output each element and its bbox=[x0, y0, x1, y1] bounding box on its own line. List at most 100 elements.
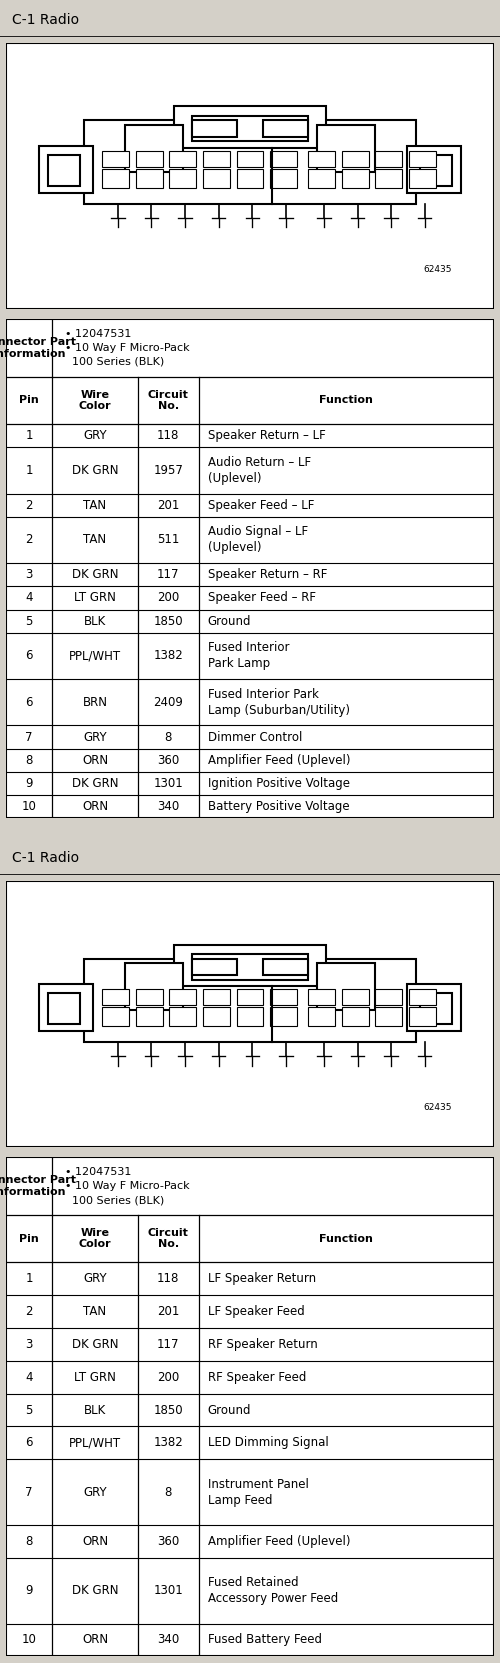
Text: 4: 4 bbox=[26, 592, 33, 604]
Text: ORN: ORN bbox=[82, 1633, 108, 1646]
Text: • 12047531
• 10 Way F Micro-Pack
  100 Series (BLK): • 12047531 • 10 Way F Micro-Pack 100 Ser… bbox=[64, 329, 189, 368]
Bar bbox=[264, 958, 308, 975]
Text: C-1 Radio: C-1 Radio bbox=[12, 13, 80, 27]
Bar bbox=[124, 125, 183, 171]
Bar bbox=[102, 989, 129, 1004]
Text: Ignition Positive Voltage: Ignition Positive Voltage bbox=[208, 777, 350, 790]
Bar bbox=[409, 151, 436, 166]
Text: 360: 360 bbox=[157, 753, 180, 767]
Text: 1301: 1301 bbox=[154, 777, 183, 790]
Text: 2: 2 bbox=[26, 499, 33, 512]
Bar bbox=[376, 151, 402, 166]
Text: Ground: Ground bbox=[208, 615, 251, 627]
Text: TAN: TAN bbox=[84, 1305, 106, 1319]
Text: Wire
Color: Wire Color bbox=[78, 1227, 112, 1249]
Text: LF Speaker Feed: LF Speaker Feed bbox=[208, 1305, 304, 1319]
Bar bbox=[170, 151, 196, 166]
Text: Function: Function bbox=[320, 1234, 374, 1244]
Bar bbox=[84, 120, 416, 205]
Text: Connector Part
Information: Connector Part Information bbox=[0, 1176, 76, 1197]
Bar bbox=[342, 151, 368, 166]
Bar bbox=[40, 146, 93, 193]
Text: GRY: GRY bbox=[83, 730, 107, 743]
Text: BLK: BLK bbox=[84, 1404, 106, 1417]
Bar bbox=[203, 1008, 230, 1026]
Text: Speaker Feed – LF: Speaker Feed – LF bbox=[208, 499, 314, 512]
Bar bbox=[308, 989, 335, 1004]
Text: DK GRN: DK GRN bbox=[72, 464, 118, 477]
Text: ORN: ORN bbox=[82, 800, 108, 813]
Bar bbox=[317, 963, 376, 1009]
Bar bbox=[203, 170, 230, 188]
Bar bbox=[170, 1008, 196, 1026]
Bar bbox=[174, 945, 326, 986]
Text: 62435: 62435 bbox=[423, 1103, 452, 1113]
Text: 2409: 2409 bbox=[154, 695, 183, 708]
Text: 3: 3 bbox=[26, 569, 33, 582]
Text: 1: 1 bbox=[26, 464, 33, 477]
Text: Circuit
No.: Circuit No. bbox=[148, 389, 188, 411]
Bar bbox=[376, 989, 402, 1004]
Text: GRY: GRY bbox=[83, 1485, 107, 1498]
Bar bbox=[40, 984, 93, 1031]
Text: Speaker Return – LF: Speaker Return – LF bbox=[208, 429, 326, 442]
Text: DK GRN: DK GRN bbox=[72, 777, 118, 790]
Text: 1301: 1301 bbox=[154, 1585, 183, 1596]
Text: 340: 340 bbox=[157, 1633, 180, 1646]
Text: DK GRN: DK GRN bbox=[72, 569, 118, 582]
Text: 4: 4 bbox=[26, 1370, 33, 1384]
Text: LT GRN: LT GRN bbox=[74, 592, 116, 604]
Text: Fused Retained
Accessory Power Feed: Fused Retained Accessory Power Feed bbox=[208, 1577, 338, 1605]
Text: Audio Signal – LF
(Uplevel): Audio Signal – LF (Uplevel) bbox=[208, 526, 308, 554]
Text: 117: 117 bbox=[157, 569, 180, 582]
Bar bbox=[236, 151, 264, 166]
Bar bbox=[48, 993, 80, 1024]
Text: Speaker Return – RF: Speaker Return – RF bbox=[208, 569, 327, 582]
Text: GRY: GRY bbox=[83, 1272, 107, 1285]
Text: PPL/WHT: PPL/WHT bbox=[69, 650, 121, 662]
Bar bbox=[409, 170, 436, 188]
Bar bbox=[376, 1008, 402, 1026]
Bar bbox=[264, 120, 308, 136]
Bar bbox=[203, 151, 230, 166]
Bar bbox=[136, 151, 162, 166]
Text: Speaker Feed – RF: Speaker Feed – RF bbox=[208, 592, 316, 604]
Bar bbox=[136, 989, 162, 1004]
Text: 1957: 1957 bbox=[154, 464, 183, 477]
Text: 8: 8 bbox=[26, 753, 33, 767]
Text: 10: 10 bbox=[22, 800, 36, 813]
Bar bbox=[308, 151, 335, 166]
Text: GRY: GRY bbox=[83, 429, 107, 442]
Text: TAN: TAN bbox=[84, 499, 106, 512]
Bar bbox=[170, 989, 196, 1004]
Text: LT GRN: LT GRN bbox=[74, 1370, 116, 1384]
Text: Dimmer Control: Dimmer Control bbox=[208, 730, 302, 743]
Bar bbox=[420, 155, 452, 186]
Bar bbox=[270, 989, 297, 1004]
Text: Audio Return – LF
(Uplevel): Audio Return – LF (Uplevel) bbox=[208, 456, 310, 486]
Bar bbox=[342, 989, 368, 1004]
Bar bbox=[270, 151, 297, 166]
Text: Pin: Pin bbox=[20, 1234, 39, 1244]
Text: PPL/WHT: PPL/WHT bbox=[69, 1437, 121, 1450]
Text: • 12047531
• 10 Way F Micro-Pack
  100 Series (BLK): • 12047531 • 10 Way F Micro-Pack 100 Ser… bbox=[64, 1167, 189, 1206]
Text: 6: 6 bbox=[26, 650, 33, 662]
Text: 1: 1 bbox=[26, 429, 33, 442]
Bar bbox=[102, 151, 129, 166]
Text: DK GRN: DK GRN bbox=[72, 1337, 118, 1350]
Bar bbox=[420, 993, 452, 1024]
Text: 8: 8 bbox=[164, 730, 172, 743]
Text: 9: 9 bbox=[26, 777, 33, 790]
Text: 118: 118 bbox=[157, 429, 180, 442]
Bar bbox=[342, 170, 368, 188]
Text: DK GRN: DK GRN bbox=[72, 1585, 118, 1596]
Text: 10: 10 bbox=[22, 1633, 36, 1646]
Text: Ground: Ground bbox=[208, 1404, 251, 1417]
Text: 5: 5 bbox=[26, 615, 33, 627]
Bar bbox=[407, 146, 461, 193]
Text: 5: 5 bbox=[26, 1404, 33, 1417]
Bar bbox=[102, 1008, 129, 1026]
Text: 6: 6 bbox=[26, 1437, 33, 1450]
Text: 201: 201 bbox=[157, 1305, 180, 1319]
Text: 2: 2 bbox=[26, 534, 33, 547]
